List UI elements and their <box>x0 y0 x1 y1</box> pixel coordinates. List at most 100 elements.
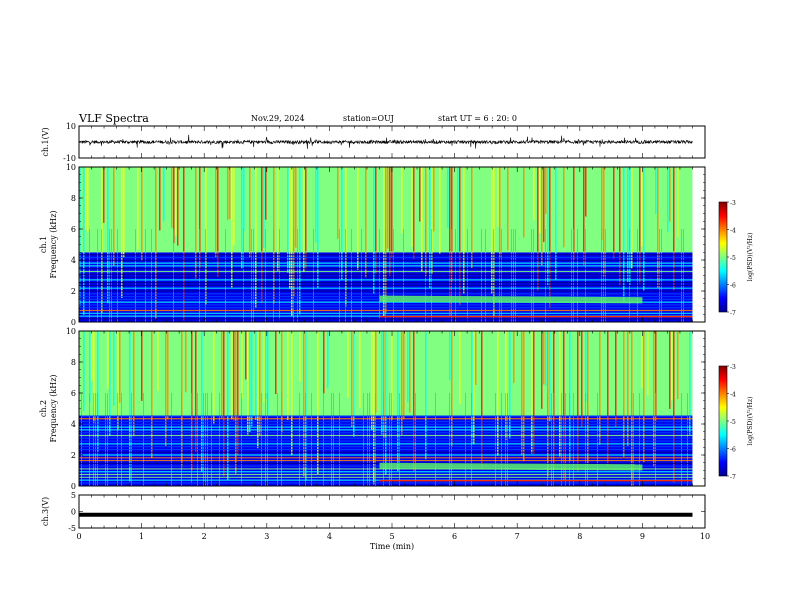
sferic-streak <box>101 229 102 322</box>
sferic-streak <box>265 229 266 322</box>
sferic-streak <box>253 229 254 322</box>
sferic-streak <box>219 393 220 486</box>
sferic-streak <box>247 331 249 435</box>
sferic-streak <box>505 331 507 440</box>
sferic-streak <box>379 229 380 322</box>
sferic-streak <box>311 393 312 486</box>
sferic-streak <box>403 229 404 322</box>
sferic-streak <box>203 393 204 486</box>
sferic-streak <box>157 331 159 392</box>
date-label: Nov.29, 2024 <box>251 114 305 123</box>
sferic-streak <box>165 331 167 446</box>
sferic-streak <box>531 229 532 322</box>
ch1-waveform-panel: 10 -10 ch.1(V) <box>41 122 706 163</box>
ch3-tick-label: 5 <box>71 491 76 500</box>
sferic-streak <box>173 229 174 322</box>
sferic-streak <box>641 331 643 389</box>
sferic-streak <box>141 167 143 261</box>
sferic-streak <box>313 229 314 322</box>
sferic-streak <box>467 229 468 322</box>
sferic-streak <box>105 393 106 486</box>
sferic-streak <box>505 393 506 486</box>
sferic-streak <box>541 167 543 266</box>
sferic-streak <box>131 393 132 486</box>
sferic-streak <box>411 167 413 247</box>
sferic-streak <box>667 167 669 232</box>
sferic-streak <box>121 393 122 486</box>
sferic-streak <box>655 167 657 215</box>
sferic-streak <box>265 331 267 399</box>
sferic-streak <box>251 331 253 427</box>
sferic-streak <box>451 331 453 447</box>
sferic-streak <box>585 331 587 402</box>
sferic-streak <box>123 167 125 258</box>
sferic-streak <box>107 331 109 389</box>
g-spec2-tick-label: 10 <box>66 327 76 336</box>
sferic-streak <box>619 167 621 286</box>
sferic-streak <box>159 167 161 231</box>
g-spec2-tick-label: 6 <box>71 389 76 398</box>
sferic-streak <box>231 167 233 288</box>
sferic-streak <box>429 167 431 289</box>
ch1-spectrogram-panel: 0 2 4 6 8 10 ch.1 Frequency (kHz) -3 -4 -5 -6 -7 log(… <box>39 163 754 327</box>
sferic-streak <box>431 229 432 322</box>
sferic-streak <box>89 331 91 403</box>
sferic-streak <box>451 167 453 283</box>
sferic-streak <box>669 167 671 222</box>
sferic-streak <box>117 393 118 486</box>
sferic-streak <box>251 229 252 322</box>
sferic-streak <box>553 393 554 486</box>
sferic-streak <box>413 331 415 472</box>
sferic-streak <box>221 331 223 418</box>
sferic-streak <box>455 229 456 322</box>
sferic-streak <box>419 167 421 222</box>
sferic-streak <box>97 229 98 322</box>
time-axis: 0 1 2 3 4 5 6 7 8 9 10 Time (min) <box>76 532 710 551</box>
sferic-streak <box>547 393 548 486</box>
sferic-streak <box>569 393 570 486</box>
sferic-streak <box>339 393 340 486</box>
sferic-streak <box>561 393 562 486</box>
sferic-streak <box>233 167 235 245</box>
sferic-streak <box>113 331 115 406</box>
sferic-streak <box>655 331 657 422</box>
sferic-streak <box>451 393 452 486</box>
g-spec1-tick-label: 6 <box>71 225 76 234</box>
sferic-streak <box>373 331 375 485</box>
sferic-streak <box>87 167 89 233</box>
sferic-streak <box>653 331 655 468</box>
ch3-tick-label: 0 <box>71 508 76 517</box>
sferic-streak <box>501 393 502 486</box>
start-ut-label: start UT = 6 : 20: 0 <box>438 114 517 123</box>
colorbar-label: log(PSD)(V²/Hz) <box>747 233 754 282</box>
sferic-streak <box>385 331 387 475</box>
sferic-streak <box>103 167 105 223</box>
sferic-streak <box>463 167 465 294</box>
g-spec2-tick-label: 8 <box>71 358 76 367</box>
sferic-streak <box>295 167 297 248</box>
sferic-streak <box>113 167 115 266</box>
sferic-streak <box>493 229 494 322</box>
sferic-streak <box>583 167 585 266</box>
sferic-streak <box>563 167 565 248</box>
sferic-streak <box>601 229 602 322</box>
sferic-streak <box>523 167 525 238</box>
sferic-streak <box>249 167 251 258</box>
sferic-streak <box>383 331 385 438</box>
sferic-streak <box>293 229 294 322</box>
sferic-streak <box>289 167 291 289</box>
sferic-streak <box>481 331 483 469</box>
x-tick-label: 5 <box>389 532 394 541</box>
sferic-streak <box>93 331 95 423</box>
sferic-streak <box>501 229 502 322</box>
g-spec2-channel-label: ch.2 <box>39 400 48 417</box>
sferic-streak <box>277 167 279 271</box>
sferic-streak <box>391 331 393 421</box>
sferic-streak <box>229 167 231 220</box>
sferic-streak <box>299 331 301 382</box>
sferic-streak <box>513 229 514 322</box>
sferic-streak <box>677 167 679 238</box>
sferic-streak <box>497 167 499 227</box>
sferic-streak <box>237 331 239 455</box>
sferic-streak <box>281 331 283 434</box>
